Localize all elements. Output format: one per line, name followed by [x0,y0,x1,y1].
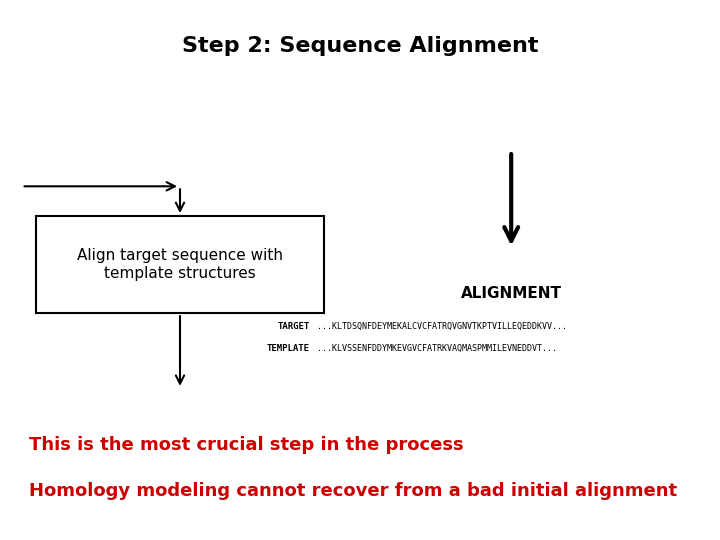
Text: ...KLTDSQNFDEYMEKALCVCFATRQVGNVTKPTVILLEQEDDKVV...: ...KLTDSQNFDEYMEKALCVCFATRQVGNVTKPTVILLE… [317,322,567,331]
Text: Homology modeling cannot recover from a bad initial alignment: Homology modeling cannot recover from a … [29,482,677,501]
Text: Step 2: Sequence Alignment: Step 2: Sequence Alignment [181,36,539,56]
Text: ...KLVSSENFDDYMKEVGVCFATRKVAQMASPMMILEVNEDDVT...: ...KLVSSENFDDYMKEVGVCFATRKVAQMASPMMILEVN… [317,344,557,353]
Text: ALIGNMENT: ALIGNMENT [461,286,562,301]
Text: Align target sequence with
template structures: Align target sequence with template stru… [77,248,283,281]
Text: This is the most crucial step in the process: This is the most crucial step in the pro… [29,436,464,455]
Text: TEMPLATE: TEMPLATE [266,344,310,353]
Bar [36,216,324,313]
Text: TARGET: TARGET [277,322,310,331]
